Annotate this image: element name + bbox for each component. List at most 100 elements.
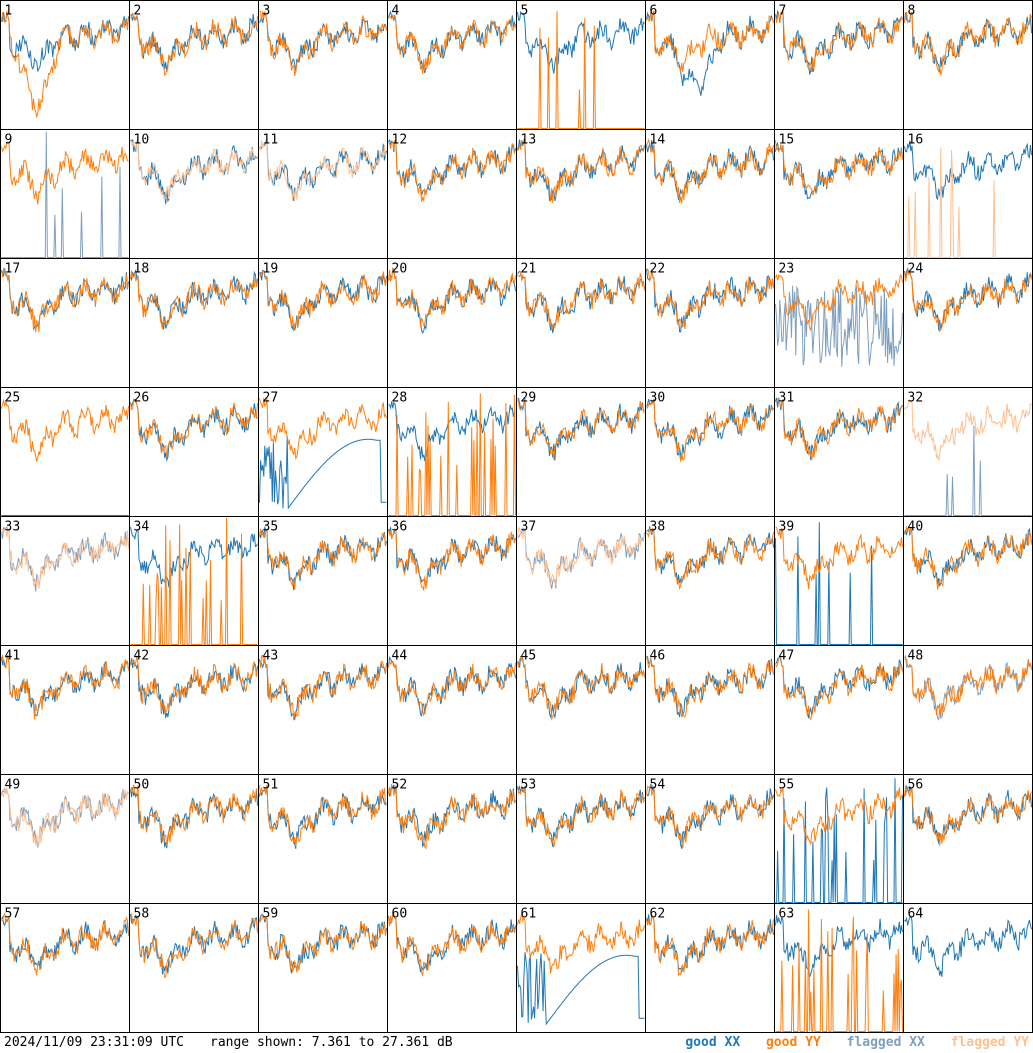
series-yy (775, 909, 903, 1032)
panel-31: 31 (774, 387, 904, 517)
legend-good-yy: good YY (765, 1035, 821, 1050)
series-yy (646, 784, 774, 848)
panel-10: 10 (129, 129, 259, 259)
panel-label: 46 (650, 649, 666, 664)
series-yy (1, 141, 129, 205)
panel-11: 11 (258, 129, 388, 259)
panel-41: 41 (0, 645, 130, 775)
panel-frame (774, 0, 904, 130)
panel-frame (903, 903, 1033, 1033)
series-yy (646, 914, 774, 977)
panel-label: 12 (392, 133, 408, 148)
panel-label: 13 (521, 133, 537, 148)
panel-frame (645, 903, 775, 1033)
series-yy (517, 398, 645, 460)
series-yy (517, 138, 645, 204)
panel-55: 55 (774, 774, 904, 904)
series-xx (1, 915, 129, 970)
panel-label: 19 (263, 262, 279, 277)
panel-frame (903, 258, 1033, 388)
panel-20: 20 (387, 258, 517, 388)
panel-label: 28 (392, 391, 408, 406)
panel-frame (258, 387, 388, 517)
panel-7: 7 (774, 0, 904, 130)
panel-label: 24 (908, 262, 924, 277)
panel-label: 9 (5, 133, 13, 148)
panel-label: 53 (521, 778, 537, 793)
series-xx (775, 285, 903, 367)
panel-44: 44 (387, 645, 517, 775)
panel-13: 13 (516, 129, 646, 259)
panel-label: 52 (392, 778, 408, 793)
panel-frame (0, 645, 130, 775)
footer: 2024/11/09 23:31:09 UTC range shown: 7.3… (0, 1033, 1033, 1053)
panel-label: 14 (650, 133, 666, 148)
series-yy (388, 912, 516, 977)
panel-48: 48 (903, 645, 1033, 775)
panel-frame (645, 129, 775, 259)
panel-frame (645, 0, 775, 130)
panel-32: 32 (903, 387, 1033, 517)
series-yy (904, 269, 1032, 333)
panel-label: 36 (392, 520, 408, 535)
panel-label: 10 (134, 133, 150, 148)
panel-16: 16 (903, 129, 1033, 259)
series-yy (775, 140, 903, 196)
panel-frame (516, 387, 646, 517)
series-xx (646, 914, 774, 974)
panel-frame (0, 903, 130, 1033)
series-yy (388, 140, 516, 202)
series-xx (130, 398, 258, 463)
series-yy (646, 528, 774, 591)
panel-frame (774, 387, 904, 517)
panel-47: 47 (774, 645, 904, 775)
series-xx (130, 268, 258, 330)
panel-frame (903, 129, 1033, 259)
panel-frame (516, 645, 646, 775)
panel-label: 6 (650, 4, 658, 19)
panel-frame (774, 129, 904, 259)
panel-26: 26 (129, 387, 259, 517)
panel-2: 2 (129, 0, 259, 130)
panel-12: 12 (387, 129, 517, 259)
panel-frame (129, 129, 259, 259)
panel-54: 54 (645, 774, 775, 904)
panel-60: 60 (387, 903, 517, 1033)
panel-frame (387, 129, 517, 259)
panel-38: 38 (645, 516, 775, 646)
panel-39: 39 (774, 516, 904, 646)
panel-46: 46 (645, 645, 775, 775)
series-yy (904, 785, 1032, 846)
panel-49: 49 (0, 774, 130, 904)
panel-label: 27 (263, 391, 279, 406)
series-yy (775, 11, 903, 73)
series-yy (904, 147, 1032, 258)
panel-36: 36 (387, 516, 517, 646)
panel-label: 39 (779, 520, 795, 535)
panel-label: 38 (650, 520, 666, 535)
panel-frame (0, 0, 130, 130)
panel-label: 58 (134, 907, 150, 922)
series-xx (1, 131, 129, 258)
series-yy (517, 527, 645, 587)
panel-22: 22 (645, 258, 775, 388)
panel-frame (645, 387, 775, 517)
panel-34: 34 (129, 516, 259, 646)
panel-label: 63 (779, 907, 795, 922)
series-yy (775, 273, 903, 332)
panel-frame (0, 129, 130, 259)
legend-flagged-yy: flagged YY (950, 1035, 1029, 1050)
panel-label: 54 (650, 778, 666, 793)
series-yy (1, 912, 129, 976)
legend: good XX good YY flagged XX flagged YY (667, 1033, 1029, 1053)
panel-frame (258, 774, 388, 904)
series-yy (646, 138, 774, 204)
panel-30: 30 (645, 387, 775, 517)
panel-label: 60 (392, 907, 408, 922)
panel-frame (129, 0, 259, 130)
panel-frame (129, 387, 259, 517)
panel-label: 16 (908, 133, 924, 148)
panel-frame (516, 0, 646, 130)
panel-frame (774, 774, 904, 904)
